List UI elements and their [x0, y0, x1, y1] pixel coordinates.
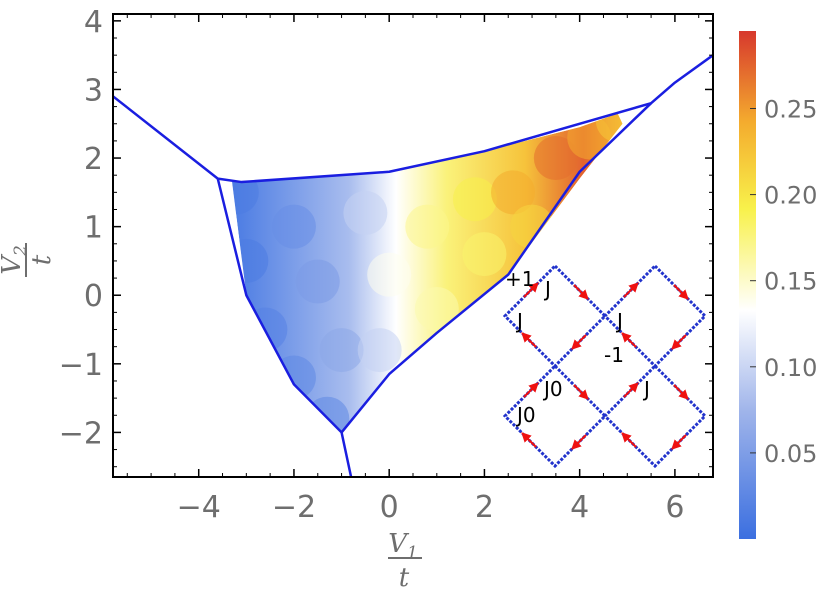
- phase-boundaries: [113, 54, 713, 477]
- y-tick-label: 1: [84, 211, 103, 246]
- heat-sample: [357, 328, 402, 373]
- y-tick-label: 4: [84, 5, 103, 40]
- heatmap-region: [113, 14, 713, 477]
- inset-label: J: [543, 277, 551, 301]
- colorbar: [739, 31, 756, 539]
- x-tick-label: −4: [177, 490, 221, 525]
- lattice-arrow: [621, 332, 637, 348]
- phase-boundary-line: [216, 178, 353, 477]
- colorbar-tick-label: 0.10: [764, 354, 817, 382]
- y-axis-label: V2 t: [0, 243, 57, 277]
- y-tick-label: 2: [84, 142, 103, 177]
- heat-sample: [491, 170, 535, 215]
- x-tick-label: 0: [380, 490, 399, 525]
- lattice-arrow: [573, 384, 589, 400]
- x-tick-label: 4: [570, 490, 589, 525]
- lattice-arrow: [571, 334, 587, 350]
- lattice-arrow: [573, 284, 589, 300]
- lattice-arrow: [671, 334, 687, 350]
- colorbar-tick-label: 0.20: [764, 182, 817, 210]
- y-tick-label: −2: [59, 416, 103, 451]
- heat-sample: [405, 204, 450, 249]
- lattice-arrow: [673, 284, 689, 300]
- x-axis-label: V1 t: [388, 529, 422, 591]
- x-tick-label: −2: [272, 490, 316, 525]
- colorbar-tick-label: 0.05: [764, 440, 817, 468]
- heat-sample: [462, 232, 507, 277]
- heat-sample: [367, 252, 412, 297]
- heat-sample: [414, 286, 459, 331]
- lattice-arrow: [671, 434, 687, 450]
- inset-label: J: [515, 309, 523, 333]
- x-tick-label: 2: [475, 490, 494, 525]
- lattice-arrow: [623, 282, 639, 298]
- lattice-arrow: [523, 282, 539, 298]
- heat-sample: [295, 259, 340, 304]
- inset-label: -1: [604, 343, 624, 367]
- heat-sample: [343, 190, 388, 235]
- heat-sample: [452, 177, 497, 222]
- inset-label: J0: [515, 403, 536, 427]
- inset-label: +1: [505, 267, 534, 291]
- y-tick-label: 0: [84, 279, 103, 314]
- y-tick-label: 3: [84, 73, 103, 108]
- colorbar-tick-label: 0.15: [764, 268, 817, 296]
- svg-text:t: t: [27, 254, 57, 265]
- lattice-arrow: [521, 432, 537, 448]
- colorbar-ticks: 0.05 0.10 0.15 0.20 0.25: [750, 95, 817, 468]
- inset-label: J: [615, 309, 623, 333]
- inset-label: J: [642, 377, 650, 401]
- lattice-arrow: [621, 432, 637, 448]
- lattice-arrow: [673, 384, 689, 400]
- lattice-inset: +1 JJ J-1J0 JJ0: [502, 263, 708, 469]
- inset-label: J0: [542, 377, 563, 401]
- lattice-arrow: [523, 382, 539, 398]
- y-axis: −2 −1 0 1 2 3 4: [59, 5, 713, 468]
- lattice-arrow: [571, 434, 587, 450]
- phase-boundary-line: [113, 54, 713, 184]
- colorbar-tick-label: 0.25: [764, 95, 817, 123]
- heat-sample: [271, 204, 316, 249]
- phase-boundary-line: [340, 102, 652, 434]
- heat-sample: [533, 136, 578, 181]
- x-tick-label: 6: [665, 490, 684, 525]
- heat-sample: [319, 328, 364, 373]
- lattice-arrow: [521, 332, 537, 348]
- lattice-arrow: [623, 382, 639, 398]
- svg-text:t: t: [399, 563, 410, 591]
- x-axis: −4 −2 0 2 4 6: [126, 14, 700, 525]
- y-tick-label: −1: [59, 348, 103, 383]
